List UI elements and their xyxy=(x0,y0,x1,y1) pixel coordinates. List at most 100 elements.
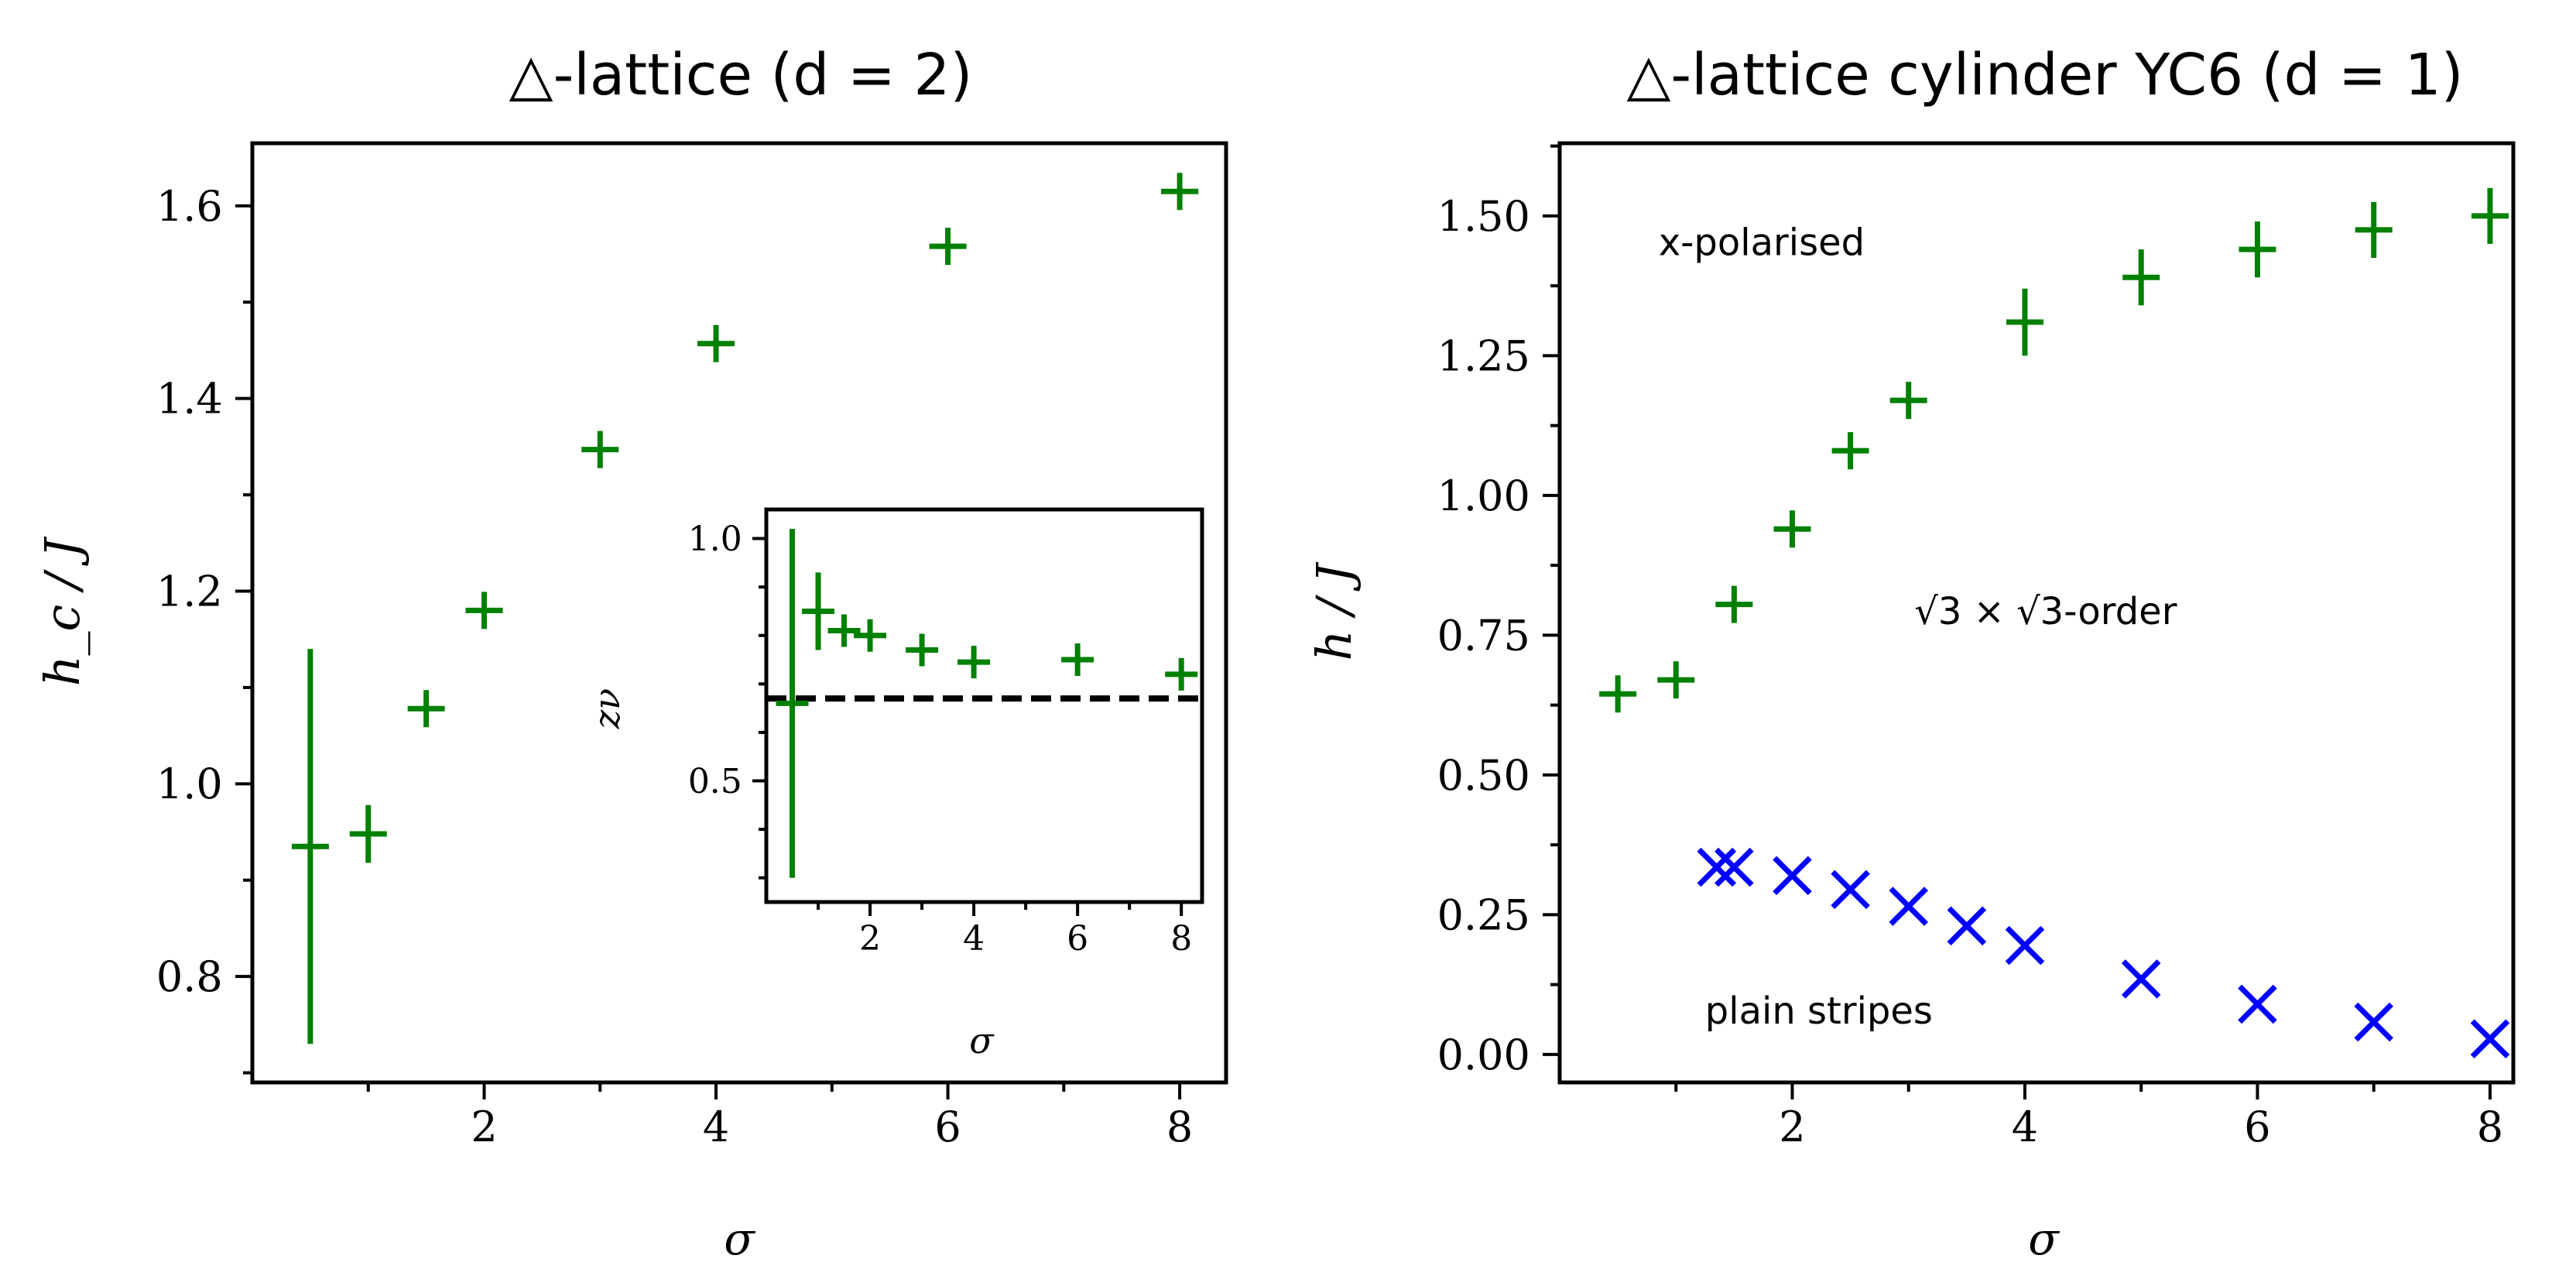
data-point xyxy=(1889,382,1927,420)
marker-x xyxy=(2354,1002,2393,1042)
marker-x xyxy=(1714,847,1754,887)
y-tick-label: 1.0 xyxy=(156,760,223,808)
y-tick-label: 1.4 xyxy=(156,375,223,424)
y-tick-label: 1.25 xyxy=(1437,331,1530,380)
right-title: △-lattice cylinder YC6 (d = 1) xyxy=(1626,42,2463,108)
inset-ylabel: zν xyxy=(586,688,628,729)
y-tick-label: 0.00 xyxy=(1437,1031,1530,1079)
marker-x xyxy=(2470,1019,2510,1058)
data-point xyxy=(2121,959,2161,999)
right-panel: △-lattice cylinder YC6 (d = 1) 2 4 6 8 0.00 0… xyxy=(1306,42,2516,1265)
data-point xyxy=(1599,675,1637,713)
x-tick-label: 2 xyxy=(859,919,881,959)
data-point xyxy=(906,633,939,667)
data-point xyxy=(1715,585,1753,623)
marker-x xyxy=(1947,906,1987,946)
data-point xyxy=(1889,887,1929,926)
y-tick-label: 1.00 xyxy=(1437,472,1530,520)
data-point xyxy=(2122,249,2160,306)
x-tick-label: 4 xyxy=(703,1103,729,1151)
x-tick-label: 8 xyxy=(2477,1103,2503,1151)
marker-x xyxy=(2121,959,2161,999)
x-tick-label: 4 xyxy=(2012,1103,2038,1151)
left-plot-area: 2 4 6 8 0.8 1.0 1.2 1.4 1.6 xyxy=(156,173,1199,1151)
data-point xyxy=(1165,657,1198,691)
x-tick-label: 8 xyxy=(1170,919,1192,959)
inset-plot-area: 2 4 6 8 0.5 1.0 xyxy=(688,520,1202,959)
y-tick-label: 0.50 xyxy=(1437,751,1530,800)
x-tick-label: 4 xyxy=(963,919,985,959)
x-tick-label: 2 xyxy=(471,1103,497,1151)
data-point xyxy=(1831,870,1870,910)
data-point xyxy=(1697,847,1737,887)
right-annotations: x-polarised √3 × √3-order plain stripes xyxy=(1659,221,2177,1033)
series-z- xyxy=(776,529,1198,878)
y-tick-label: 0.75 xyxy=(1437,611,1530,660)
data-point xyxy=(854,619,887,652)
x-tick-label: 2 xyxy=(1779,1103,1805,1151)
data-point xyxy=(776,529,809,878)
right-axes-frame xyxy=(1557,141,2516,1085)
x-tick-label: 6 xyxy=(2244,1103,2270,1151)
data-point xyxy=(929,228,967,266)
data-point xyxy=(2006,288,2043,356)
data-point xyxy=(2239,221,2276,278)
x-tick-label: 8 xyxy=(1166,1103,1193,1151)
data-point xyxy=(349,804,387,863)
data-point xyxy=(1714,847,1754,887)
right-plot-area: 2 4 6 8 0.00 0.25 0.50 0.75 1.00 1.25 1.50 xyxy=(1437,144,2510,1151)
data-point xyxy=(2238,984,2277,1024)
marker-x xyxy=(1697,847,1737,887)
inset-xlabel: σ xyxy=(969,1020,995,1062)
marker-x xyxy=(2238,984,2277,1024)
left-inset: 2 4 6 8 0.5 1.0 σ zν xyxy=(586,507,1204,1062)
marker-x xyxy=(1831,870,1870,910)
data-point xyxy=(1773,510,1811,548)
data-point xyxy=(1831,432,1869,470)
data-point xyxy=(2005,925,2045,966)
region-label: √3 × √3-order xyxy=(1914,590,2177,633)
series-lower xyxy=(1697,847,2510,1058)
data-point xyxy=(2470,1019,2510,1058)
data-point xyxy=(2471,187,2509,244)
data-point xyxy=(291,649,329,1044)
y-tick-label: 1.50 xyxy=(1437,192,1530,241)
marker-x xyxy=(2005,925,2045,966)
left-ylabel: h_c / J xyxy=(34,536,91,686)
series-h-c xyxy=(291,173,1199,1044)
y-tick-label: 1.2 xyxy=(156,567,223,616)
y-tick-label: 1.0 xyxy=(688,520,742,559)
inset-axes-frame xyxy=(764,507,1204,904)
data-point xyxy=(957,646,991,679)
data-point xyxy=(2355,201,2393,259)
left-xlabel: σ xyxy=(724,1213,755,1265)
x-tick-label: 6 xyxy=(1067,919,1088,959)
left-axes-frame xyxy=(250,141,1228,1085)
data-point xyxy=(1061,643,1094,677)
x-tick-label: 6 xyxy=(934,1103,961,1151)
y-tick-label: 0.5 xyxy=(688,762,742,801)
data-point xyxy=(2354,1002,2393,1042)
y-tick-label: 1.6 xyxy=(156,182,223,231)
y-tick-label: 0.8 xyxy=(156,952,223,1001)
marker-x xyxy=(1773,856,1812,896)
data-point xyxy=(802,572,835,650)
data-point xyxy=(407,690,445,728)
data-point xyxy=(1161,173,1199,211)
data-point xyxy=(1773,856,1812,896)
data-point xyxy=(581,430,619,468)
left-panel: △-lattice (d = 2) 2 4 6 80.81.01.21.41.6 σ … xyxy=(34,42,1228,1265)
left-title: △-lattice (d = 2) xyxy=(509,42,973,108)
region-label: x-polarised xyxy=(1659,221,1865,264)
data-point xyxy=(1657,661,1695,699)
data-point xyxy=(465,592,503,629)
data-point xyxy=(1947,906,1987,946)
right-ylabel: h / J xyxy=(1306,561,1362,660)
marker-x xyxy=(1889,887,1929,926)
data-point xyxy=(827,614,861,647)
inset-background xyxy=(766,509,1202,902)
region-label: plain stripes xyxy=(1705,990,1933,1033)
y-tick-label: 0.25 xyxy=(1437,890,1530,939)
right-xlabel: σ xyxy=(2028,1213,2060,1265)
